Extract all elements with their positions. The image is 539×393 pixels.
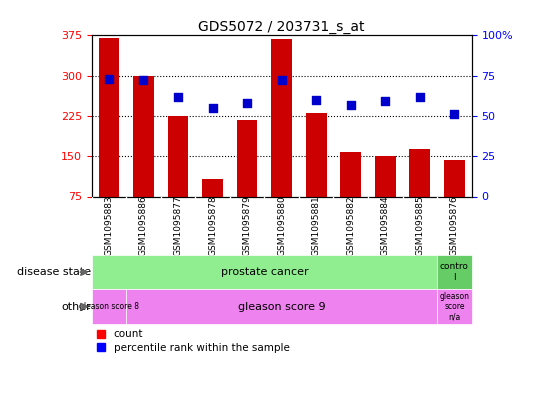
Point: [243, 100, 251, 106]
Point: [312, 97, 321, 103]
Text: GSM1095879: GSM1095879: [243, 196, 252, 256]
Bar: [202, 179, 223, 196]
Text: GSM1095878: GSM1095878: [208, 196, 217, 256]
Bar: [306, 113, 327, 196]
Text: GSM1095876: GSM1095876: [450, 196, 459, 256]
Text: GSM1095885: GSM1095885: [416, 196, 424, 256]
Point: [381, 98, 390, 105]
Bar: [168, 116, 188, 196]
Bar: [375, 156, 396, 196]
Text: GSM1095881: GSM1095881: [312, 196, 321, 256]
Bar: [437, 289, 472, 324]
Text: gleason
score
n/a: gleason score n/a: [439, 292, 469, 321]
Bar: [126, 289, 437, 324]
Bar: [271, 39, 292, 197]
Bar: [237, 120, 258, 196]
Point: [208, 105, 217, 111]
Text: GSM1095886: GSM1095886: [139, 196, 148, 256]
Bar: [340, 152, 361, 196]
Bar: [437, 255, 472, 289]
Point: [278, 77, 286, 84]
Bar: [92, 289, 126, 324]
Text: GSM1095883: GSM1095883: [105, 196, 113, 256]
Text: GSM1095882: GSM1095882: [346, 196, 355, 256]
Legend: count, percentile rank within the sample: count, percentile rank within the sample: [97, 329, 289, 353]
Point: [450, 111, 459, 118]
Point: [105, 76, 113, 82]
Text: GSM1095880: GSM1095880: [277, 196, 286, 256]
Text: gleason score 9: gleason score 9: [238, 301, 326, 312]
Point: [139, 77, 148, 84]
Bar: [410, 149, 430, 196]
Bar: [133, 75, 154, 196]
Point: [347, 101, 355, 108]
Point: [416, 94, 424, 100]
Bar: [444, 160, 465, 196]
Text: disease state: disease state: [17, 267, 91, 277]
Text: gleason score 8: gleason score 8: [79, 302, 139, 311]
Text: prostate cancer: prostate cancer: [220, 267, 308, 277]
Text: GSM1095877: GSM1095877: [174, 196, 183, 256]
Bar: [99, 38, 119, 197]
Text: other: other: [61, 301, 91, 312]
Text: contro
l: contro l: [440, 263, 469, 282]
Point: [174, 94, 182, 100]
Title: GDS5072 / 203731_s_at: GDS5072 / 203731_s_at: [198, 20, 365, 34]
Text: GSM1095884: GSM1095884: [381, 196, 390, 256]
